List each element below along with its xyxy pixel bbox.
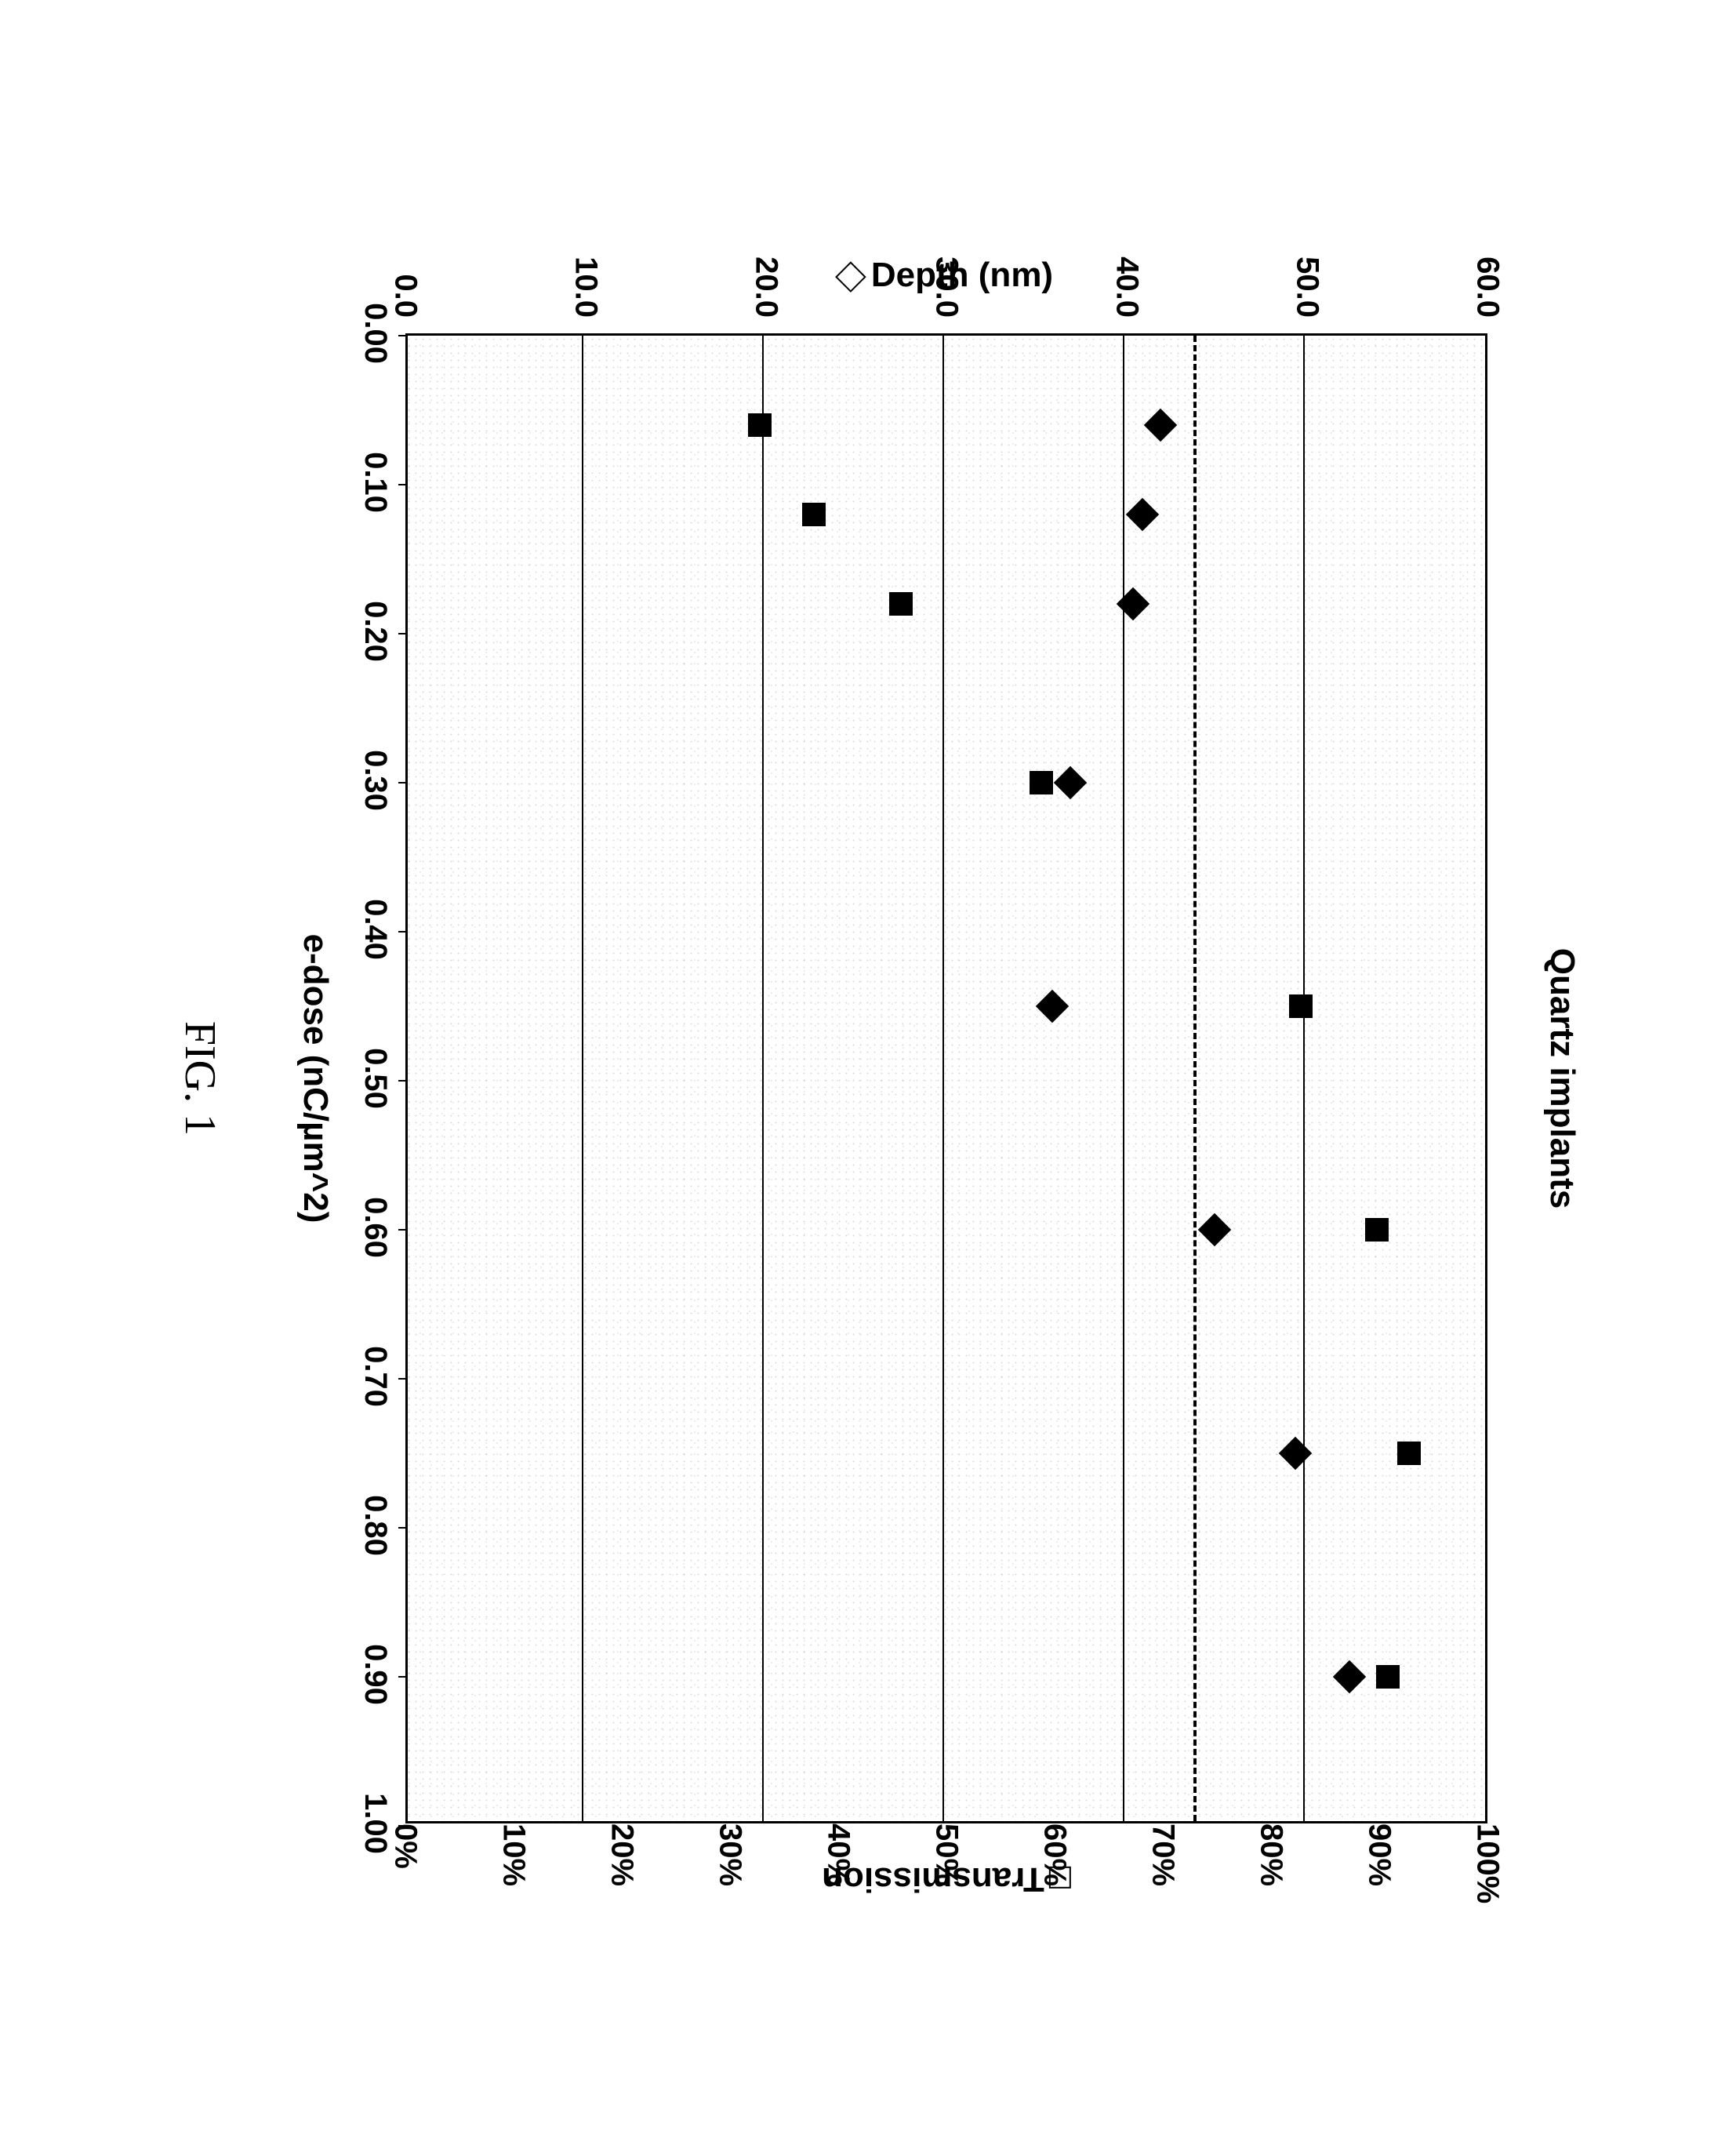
diamond-marker bbox=[1333, 1660, 1366, 1692]
gridline bbox=[1123, 336, 1124, 1821]
y-left-tick-label: 40.0 bbox=[1110, 247, 1145, 318]
square-marker bbox=[1289, 994, 1313, 1018]
x-axis-label: e-dose (nC/µm^2) bbox=[296, 333, 335, 1823]
gridline bbox=[762, 336, 764, 1821]
y-left-tick-label: 30.0 bbox=[929, 247, 964, 318]
figure: Quartz implants e-dose (nC/µm^2) Depth (… bbox=[123, 98, 1613, 2059]
x-tick bbox=[398, 484, 408, 485]
square-marker bbox=[1397, 1442, 1421, 1465]
square-marker bbox=[748, 413, 772, 437]
y-left-tick-label: 10.0 bbox=[568, 247, 604, 318]
x-tick bbox=[398, 1080, 408, 1082]
diamond-marker bbox=[1036, 989, 1069, 1022]
x-tick-label: 0.70 bbox=[358, 1346, 393, 1407]
y-right-tick-label: 70% bbox=[1146, 1823, 1181, 1910]
square-marker bbox=[1365, 1218, 1389, 1242]
x-tick bbox=[398, 633, 408, 634]
x-tick bbox=[398, 931, 408, 933]
x-tick-label: 0.20 bbox=[358, 601, 393, 662]
y-right-tick-label: 60% bbox=[1037, 1823, 1073, 1910]
x-tick-label: 0.30 bbox=[358, 750, 393, 811]
y-right-tick-label: 20% bbox=[605, 1823, 640, 1910]
y-left-tick-label: 0.0 bbox=[388, 247, 423, 318]
chart-title: Quartz implants bbox=[1542, 98, 1582, 2059]
y-right-tick-label: 0% bbox=[388, 1823, 423, 1910]
x-tick-label: 0.80 bbox=[358, 1495, 393, 1556]
y-left-tick-label: 20.0 bbox=[749, 247, 784, 318]
diamond-marker bbox=[1198, 1213, 1231, 1245]
square-marker bbox=[889, 592, 913, 616]
diamond-marker bbox=[1126, 497, 1159, 530]
y-right-tick-label: 80% bbox=[1254, 1823, 1289, 1910]
x-tick-label: 0.50 bbox=[358, 1048, 393, 1109]
y-right-tick-label: 90% bbox=[1362, 1823, 1397, 1910]
x-tick-label: 0.60 bbox=[358, 1197, 393, 1258]
page: Quartz implants e-dose (nC/µm^2) Depth (… bbox=[0, 0, 1736, 2156]
x-tick bbox=[398, 1229, 408, 1231]
x-tick bbox=[398, 1676, 408, 1678]
gridline bbox=[942, 336, 944, 1821]
diamond-marker bbox=[1054, 765, 1087, 798]
x-tick bbox=[398, 335, 408, 336]
y-left-tick-label: 60.0 bbox=[1470, 247, 1505, 318]
rotation-wrapper: Quartz implants e-dose (nC/µm^2) Depth (… bbox=[123, 98, 1613, 2059]
x-tick bbox=[398, 1527, 408, 1529]
y-right-tick-label: 50% bbox=[929, 1823, 964, 1910]
y-right-tick-label: 10% bbox=[496, 1823, 532, 1910]
x-tick bbox=[398, 782, 408, 784]
y-right-tick-label: 40% bbox=[821, 1823, 856, 1910]
plot-area bbox=[405, 333, 1487, 1823]
diamond-marker bbox=[1279, 1436, 1312, 1469]
diamond-marker bbox=[1144, 408, 1177, 441]
reference-line bbox=[1193, 336, 1197, 1821]
y-left-tick-label: 50.0 bbox=[1290, 247, 1325, 318]
x-tick bbox=[398, 1378, 408, 1380]
figure-caption: FIG. 1 bbox=[175, 98, 225, 2059]
x-tick-label: 0.40 bbox=[358, 899, 393, 960]
gridline bbox=[1303, 336, 1305, 1821]
x-tick-label: 0.90 bbox=[358, 1644, 393, 1705]
y-right-tick-label: 100% bbox=[1470, 1823, 1505, 1910]
square-marker bbox=[1376, 1665, 1400, 1689]
square-marker bbox=[802, 503, 826, 526]
y-right-tick-label: 30% bbox=[713, 1823, 748, 1910]
diamond-outline-icon bbox=[835, 261, 866, 293]
x-tick-label: 0.10 bbox=[358, 452, 393, 513]
square-marker bbox=[1030, 771, 1053, 794]
gridline bbox=[582, 336, 583, 1821]
diamond-marker bbox=[1117, 587, 1149, 620]
